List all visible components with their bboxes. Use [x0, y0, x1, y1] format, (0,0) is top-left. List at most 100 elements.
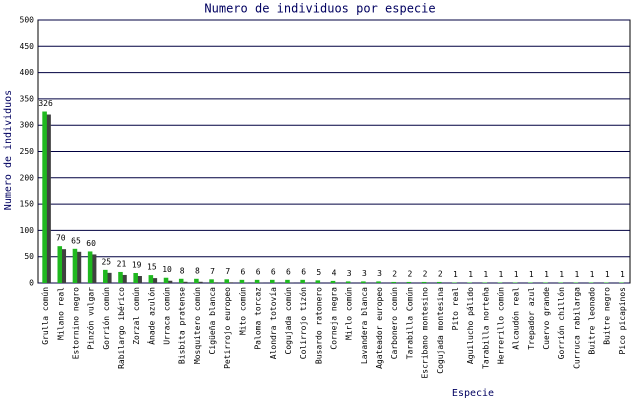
x-tick-label: Pito real: [451, 287, 460, 331]
bar: [436, 281, 442, 283]
bar-shadow: [228, 282, 234, 283]
data-label: 326: [38, 99, 53, 108]
bar: [330, 280, 336, 283]
bar: [209, 279, 214, 283]
x-tick-label: Colirrojo tizón: [298, 287, 308, 359]
bar: [512, 282, 518, 283]
y-tick-label: 200: [20, 173, 35, 182]
bar-shadow: [213, 282, 218, 283]
data-label: 2: [423, 269, 428, 278]
data-label: 6: [241, 267, 246, 276]
y-tick-label: 350: [20, 94, 35, 103]
bar-shadow: [91, 254, 97, 283]
data-label: 1: [559, 270, 564, 279]
data-label: 6: [301, 267, 306, 276]
data-label: 2: [392, 269, 397, 278]
data-label: 7: [210, 267, 215, 276]
data-label: 1: [620, 270, 625, 279]
x-tick-label: Gorrión chillón: [556, 287, 566, 359]
data-label: 3: [347, 269, 352, 278]
bar-shadow: [167, 280, 173, 283]
y-tick-label: 450: [20, 42, 35, 51]
bar: [224, 279, 230, 283]
bar: [103, 269, 108, 283]
x-tick-label: Mosquitero común: [193, 287, 202, 364]
data-label: 2: [407, 269, 412, 278]
x-tick-label: Milano real: [56, 287, 65, 340]
bar-shadow: [61, 249, 67, 283]
y-tick-label: 150: [20, 200, 35, 209]
x-axis-label: Especie: [452, 388, 494, 399]
data-label: 15: [147, 263, 157, 272]
bar: [497, 282, 503, 283]
bar: [452, 282, 457, 283]
x-tick-label: Paloma torcaz: [254, 287, 263, 350]
bar: [573, 282, 579, 283]
bar-shadow: [152, 278, 158, 283]
y-tick-label: 400: [20, 68, 35, 77]
data-label: 2: [438, 269, 443, 278]
data-label: 1: [483, 270, 488, 279]
bar: [270, 279, 275, 283]
x-tick-label: Ánade azulón: [145, 287, 156, 345]
bar: [406, 281, 412, 283]
bar: [543, 282, 548, 283]
bar: [528, 282, 533, 283]
bar: [42, 111, 47, 283]
data-label: 6: [286, 267, 291, 276]
bar: [118, 271, 123, 283]
data-label: 7: [225, 267, 230, 276]
data-label: 65: [71, 236, 81, 245]
bar: [376, 281, 381, 283]
data-label: 1: [574, 270, 579, 279]
bar-shadow: [182, 281, 188, 283]
x-tick-label: Bisbita pratense: [178, 287, 187, 364]
x-tick-label: Aguilucho pálido: [466, 287, 475, 364]
x-tick-label: Agateador europeo: [375, 287, 384, 369]
x-tick-label: Herrerillo común: [496, 287, 505, 364]
x-tick-label: Rabilargo ibérico: [116, 287, 126, 369]
data-label: 1: [453, 270, 458, 279]
bar-shadow: [198, 281, 203, 283]
y-tick-label: 500: [20, 16, 35, 25]
x-tick-label: Petirrojo europeo: [223, 287, 232, 369]
data-label: 1: [605, 270, 610, 279]
data-label: 70: [56, 234, 66, 243]
bar: [421, 281, 427, 283]
data-label: 1: [544, 270, 549, 279]
bar: [361, 281, 366, 283]
x-tick-label: Estornino negro: [71, 287, 80, 359]
data-label: 25: [101, 257, 111, 266]
data-label: 1: [499, 270, 504, 279]
bar: [254, 279, 260, 283]
data-label: 21: [117, 259, 127, 268]
bar-shadow: [107, 272, 112, 283]
bar-shadow: [76, 251, 82, 283]
bar: [467, 282, 472, 283]
bar: [178, 278, 184, 283]
x-tick-label: Lavandera blanca: [360, 287, 369, 364]
x-tick-label: Buitre leonado: [588, 287, 597, 355]
x-tick-label: Mito común: [238, 287, 247, 335]
x-tick-label: Corneja negra: [330, 287, 339, 350]
data-label: 1: [590, 270, 595, 279]
bar: [239, 279, 245, 283]
data-label: 1: [468, 270, 473, 279]
data-label: 6: [256, 267, 261, 276]
data-label: 5: [316, 268, 321, 277]
x-tick-label: Busardo ratonero: [314, 287, 323, 364]
data-label: 19: [132, 261, 142, 270]
bar: [345, 281, 351, 283]
x-tick-label: Cuervo grande: [542, 287, 551, 350]
bar: [57, 246, 63, 283]
x-tick-label: Grulla común: [41, 287, 50, 345]
bar: [300, 279, 305, 283]
bar: [285, 279, 290, 283]
data-label: 60: [86, 239, 96, 248]
bar: [315, 280, 321, 283]
x-tick-label: Tarabilla Común: [405, 287, 414, 359]
bar-shadow: [122, 274, 127, 283]
bar: [194, 278, 199, 283]
y-tick-label: 50: [24, 252, 34, 261]
